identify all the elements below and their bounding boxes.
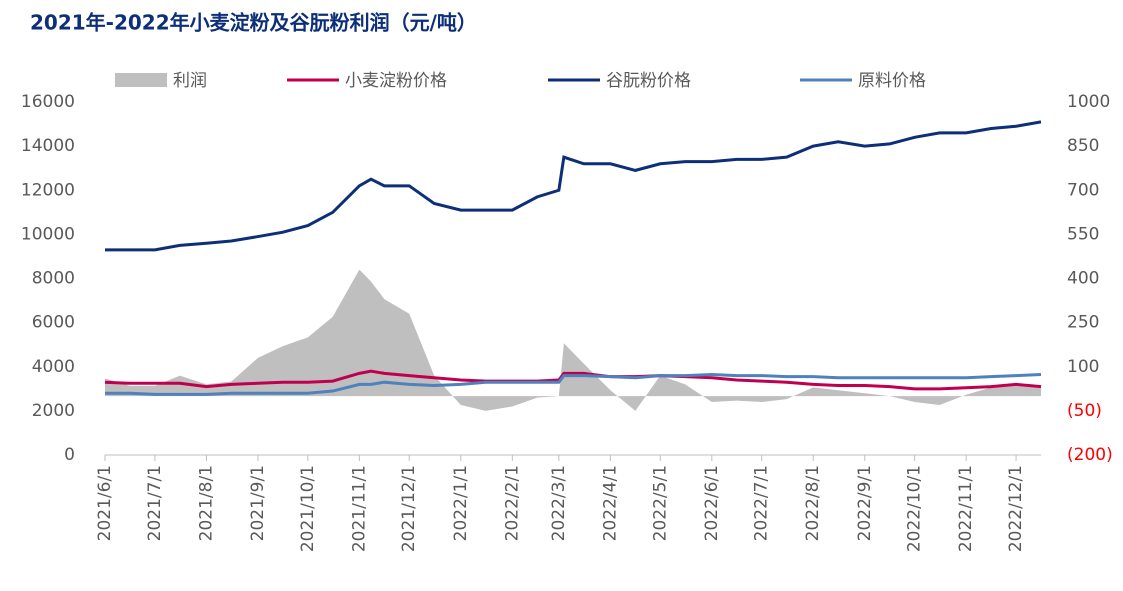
x-tick-label: 2022/10/1 xyxy=(905,465,925,552)
y-tick-label: 12000 xyxy=(21,180,75,200)
y2-tick-label: 400 xyxy=(1067,269,1099,289)
legend-label: 利润 xyxy=(173,71,207,91)
legend-swatch xyxy=(115,73,167,87)
x-tick-label: 2022/12/1 xyxy=(1006,465,1026,552)
x-tick-label: 2022/7/1 xyxy=(752,465,772,541)
y2-tick-label: 250 xyxy=(1067,313,1099,333)
legend-label: 原料价格 xyxy=(858,71,926,91)
x-tick-label: 2022/5/1 xyxy=(650,465,670,541)
y-tick-label: 4000 xyxy=(32,357,75,377)
x-tick-label: 2022/11/1 xyxy=(956,465,976,552)
y2-tick-label: 100 xyxy=(1067,357,1099,377)
legend-label: 小麦淀粉价格 xyxy=(345,71,447,91)
legend-label: 谷朊粉价格 xyxy=(606,71,691,91)
x-tick-label: 2021/8/1 xyxy=(196,465,216,541)
y-tick-label: 16000 xyxy=(21,92,75,112)
chart-title: 2021年-2022年小麦淀粉及谷朊粉利润（元/吨） xyxy=(30,11,477,35)
y2-tick-label: (50) xyxy=(1067,401,1102,421)
y-tick-label: 14000 xyxy=(21,136,75,156)
y-tick-label: 0 xyxy=(64,445,75,465)
x-tick-label: 2021/6/1 xyxy=(95,465,115,541)
x-tick-label: 2022/4/1 xyxy=(600,465,620,541)
x-tick-label: 2022/1/1 xyxy=(451,465,471,541)
y2-tick-label: (200) xyxy=(1067,445,1113,465)
y2-tick-label: 850 xyxy=(1067,136,1099,156)
x-tick-label: 2022/6/1 xyxy=(702,465,722,541)
x-tick-label: 2021/12/1 xyxy=(399,465,419,552)
x-tick-label: 2021/7/1 xyxy=(145,465,165,541)
y-tick-label: 8000 xyxy=(32,269,75,289)
x-tick-label: 2021/11/1 xyxy=(349,465,369,552)
y2-tick-label: 1000 xyxy=(1067,92,1110,112)
y-tick-label: 2000 xyxy=(32,401,75,421)
x-tick-label: 2022/9/1 xyxy=(855,465,875,541)
x-tick-label: 2022/8/1 xyxy=(803,465,823,541)
series-line xyxy=(105,120,1042,252)
y-tick-label: 6000 xyxy=(32,313,75,333)
x-tick-label: 2022/2/1 xyxy=(502,465,522,541)
y2-tick-label: 550 xyxy=(1067,224,1099,244)
y2-tick-label: 700 xyxy=(1067,180,1099,200)
y-tick-label: 10000 xyxy=(21,224,75,244)
series-line xyxy=(105,372,1042,396)
profit-area xyxy=(105,269,1041,411)
x-tick-label: 2021/10/1 xyxy=(298,465,318,552)
x-tick-label: 2022/3/1 xyxy=(549,465,569,541)
x-tick-label: 2021/9/1 xyxy=(248,465,268,541)
